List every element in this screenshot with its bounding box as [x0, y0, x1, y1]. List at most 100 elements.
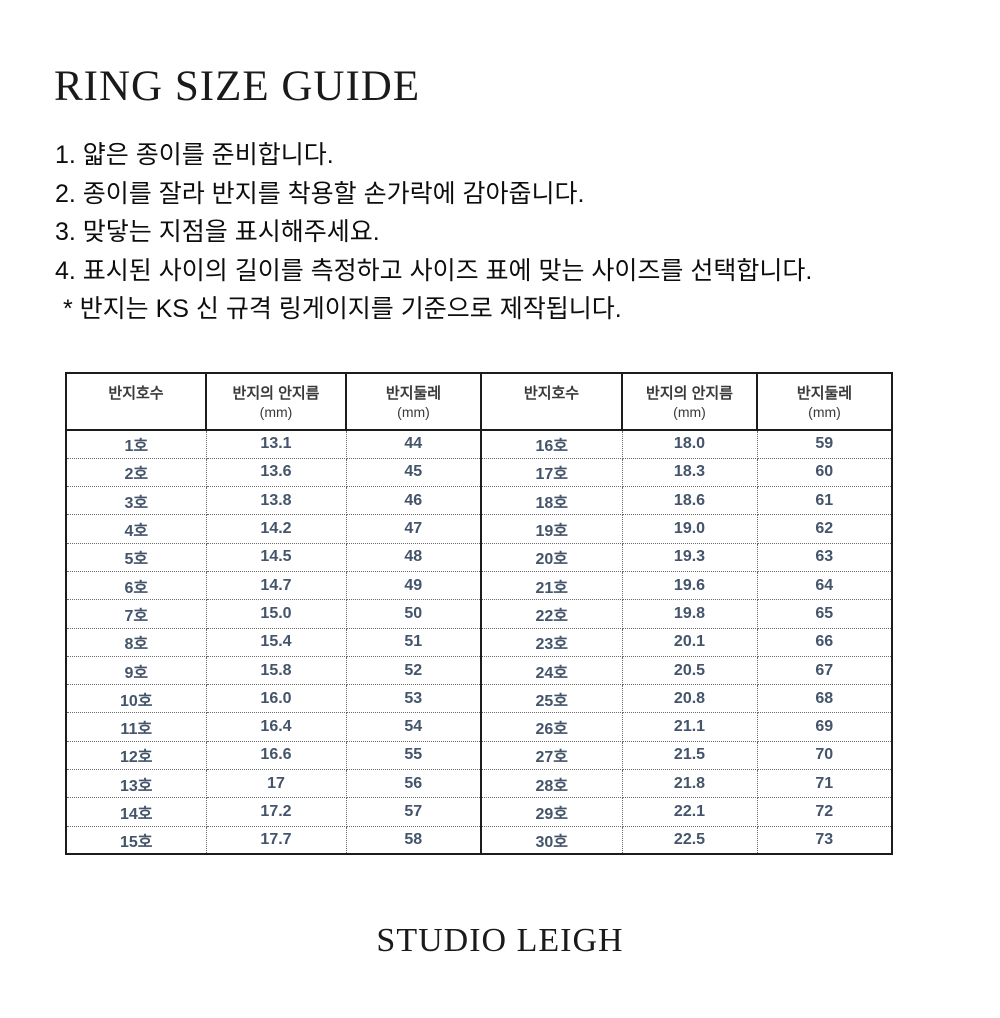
- table-cell: 19.6: [621, 570, 758, 601]
- table-row: 5호 14.5 48 20호 19.3 63: [65, 542, 893, 572]
- table-cell: 23호: [480, 627, 623, 657]
- header-label: 반지둘레: [796, 385, 853, 402]
- table-cell: 69: [756, 712, 893, 742]
- header-ring-size-right: 반지호수: [480, 372, 623, 431]
- table-cell: 9호: [65, 655, 207, 686]
- table-cell: 21호: [480, 570, 623, 601]
- instruction-step: 4. 표시된 사이의 길이를 측정하고 사이즈 표에 맞는 사이즈를 선택합니다…: [55, 256, 813, 285]
- table-cell: 15호: [65, 825, 207, 855]
- header-label: 반지호수: [523, 385, 580, 402]
- table-cell: 20호: [480, 542, 623, 572]
- table-cell: 22.5: [621, 825, 758, 855]
- table-cell: 16.6: [205, 740, 347, 771]
- table-cell: 66: [756, 627, 893, 657]
- table-cell: 59: [756, 429, 893, 459]
- table-cell: 15.8: [205, 655, 347, 686]
- table-cell: 17.7: [205, 825, 347, 855]
- table-cell: 8호: [65, 627, 207, 657]
- table-cell: 18.6: [621, 486, 758, 516]
- table-cell: 25호: [480, 684, 623, 714]
- table-cell: 10호: [65, 684, 207, 714]
- table-row: 13호 17 56 28호 21.8 71: [65, 769, 893, 799]
- header-label: 반지의 안지름: [646, 385, 733, 402]
- table-cell: 24호: [480, 655, 623, 686]
- table-cell: 63: [756, 542, 893, 572]
- table-cell: 60: [756, 457, 893, 488]
- table-cell: 19호: [480, 514, 623, 544]
- table-cell: 70: [756, 740, 893, 771]
- table-cell: 21.5: [621, 740, 758, 771]
- table-cell: 2호: [65, 457, 207, 488]
- table-cell: 62: [756, 514, 893, 544]
- header-label: 반지호수: [108, 385, 164, 402]
- header-label: 반지의 안지름: [232, 385, 320, 402]
- table-cell: 13.1: [205, 429, 347, 459]
- table-cell: 14.7: [205, 570, 347, 601]
- table-row: 10호 16.0 53 25호 20.8 68: [65, 684, 893, 714]
- table-cell: 28호: [480, 769, 623, 799]
- table-cell: 44: [345, 429, 482, 459]
- page-title: RING SIZE GUIDE: [54, 63, 421, 110]
- table-cell: 18호: [480, 486, 623, 516]
- table-cell: 16호: [480, 429, 623, 459]
- table-cell: 64: [756, 570, 893, 601]
- table-cell: 22.1: [621, 797, 758, 827]
- table-cell: 56: [345, 769, 482, 799]
- table-cell: 46: [345, 486, 482, 516]
- table-cell: 21.1: [621, 712, 758, 742]
- table-cell: 58: [345, 825, 482, 855]
- instruction-list: 1. 얇은 종이를 준비합니다. 2. 종이를 잘라 반지를 착용할 손가락에 …: [55, 136, 812, 329]
- table-cell: 19.8: [621, 599, 758, 629]
- table-cell: 52: [345, 655, 482, 686]
- table-cell: 20.1: [621, 627, 758, 657]
- table-cell: 3호: [65, 486, 207, 516]
- header-unit: (mm): [673, 404, 706, 420]
- header-unit: (mm): [397, 404, 430, 420]
- table-cell: 20.8: [621, 684, 758, 714]
- table-cell: 49: [345, 570, 482, 601]
- table-cell: 19.0: [621, 514, 758, 544]
- table-cell: 57: [345, 797, 482, 827]
- table-cell: 26호: [480, 712, 623, 742]
- table-cell: 27호: [480, 740, 623, 771]
- table-cell: 61: [756, 486, 893, 516]
- table-cell: 20.5: [621, 655, 758, 686]
- table-cell: 30호: [480, 825, 623, 855]
- table-cell: 14.2: [205, 514, 347, 544]
- table-cell: 1호: [65, 429, 207, 459]
- table-cell: 17: [205, 769, 347, 799]
- table-row: 4호 14.2 47 19호 19.0 62: [65, 514, 893, 544]
- table-cell: 16.0: [205, 684, 347, 714]
- table-cell: 13.6: [205, 457, 347, 488]
- header-label: 반지둘레: [385, 385, 442, 402]
- header-circumference-left: 반지둘레 (mm): [345, 372, 482, 431]
- table-cell: 12호: [65, 740, 207, 771]
- header-inner-diameter-right: 반지의 안지름 (mm): [621, 372, 758, 431]
- table-cell: 18.0: [621, 429, 758, 459]
- table-cell: 65: [756, 599, 893, 629]
- table-cell: 13호: [65, 769, 207, 799]
- table-row: 3호 13.8 46 18호 18.6 61: [65, 486, 893, 516]
- header-circumference-right: 반지둘레 (mm): [756, 372, 893, 431]
- header-ring-size-left: 반지호수: [65, 372, 207, 431]
- instruction-note: * 반지는 KS 신 규격 링게이지를 기준으로 제작됩니다.: [63, 295, 622, 323]
- table-header: 반지호수 반지의 안지름 (mm) 반지둘레 (mm) 반지호수 반지의 안지름…: [65, 372, 893, 431]
- header-unit: (mm): [259, 404, 293, 420]
- table-cell: 5호: [65, 542, 207, 572]
- table-cell: 67: [756, 655, 893, 686]
- table-cell: 72: [756, 797, 893, 827]
- table-row: 14호 17.2 57 29호 22.1 72: [65, 797, 893, 827]
- table-cell: 68: [756, 684, 893, 714]
- table-row: 12호 16.6 55 27호 21.5 70: [65, 740, 893, 771]
- table-row: 8호 15.4 51 23호 20.1 66: [65, 627, 893, 657]
- table-row: 1호 13.1 44 16호 18.0 59: [65, 429, 893, 459]
- table-cell: 18.3: [621, 457, 758, 488]
- instruction-step: 1. 얇은 종이를 준비합니다.: [55, 141, 334, 169]
- table-cell: 47: [345, 514, 482, 544]
- table-cell: 19.3: [621, 542, 758, 572]
- table-header-row: 반지호수 반지의 안지름 (mm) 반지둘레 (mm) 반지호수 반지의 안지름…: [65, 372, 893, 431]
- table-cell: 54: [345, 712, 482, 742]
- table-cell: 71: [756, 769, 893, 799]
- table-cell: 7호: [65, 599, 207, 629]
- table-cell: 45: [345, 457, 482, 488]
